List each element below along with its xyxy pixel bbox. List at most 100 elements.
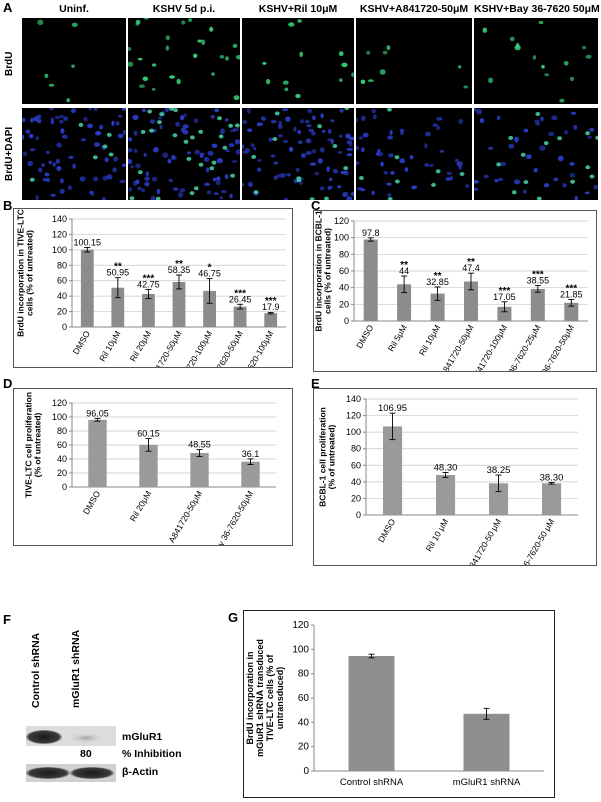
bar-1 xyxy=(111,287,125,327)
significance-1: ** xyxy=(114,262,122,273)
y-tick-label-0: 0 xyxy=(344,316,349,326)
significance-2: ** xyxy=(434,271,442,282)
chart-e: 0 20 40 60 80 100 120 140 106.95 DMSO 48.30 Ril 10 … xyxy=(317,394,578,587)
y-tick-label-6: 120 xyxy=(346,411,361,421)
y-axis-label: BCBL-1 cell proliferation(% of untreated… xyxy=(317,407,336,507)
significance-2: *** xyxy=(143,273,155,284)
category-label-3: Bay 36-7620-50 μM xyxy=(510,517,556,565)
lane-label-mglur1: mGluR1 shRNA xyxy=(70,629,82,708)
chart-d: 0 20 40 60 80 100 120 96.05 DMSO 60.15 Ril 20μM 48.… xyxy=(23,392,276,557)
panel-label-g: G xyxy=(228,610,239,625)
value-label-2: 42.75 xyxy=(137,279,160,289)
column-header-4: KSHV+Bay 36-7620 50μM xyxy=(474,3,600,15)
y-tick-label-5: 100 xyxy=(52,412,67,422)
chart-d-frame: 0 20 40 60 80 100 120 96.05 DMSO 60.15 Ril 20μM 48.… xyxy=(13,388,293,557)
significance-4: * xyxy=(208,263,212,274)
y-tick-label-3: 60 xyxy=(57,440,67,450)
y-axis-label: BrdU incorporation inmGluR1 shRNA transd… xyxy=(245,639,285,757)
micrograph-r0-c2 xyxy=(242,18,354,104)
significance-6: *** xyxy=(565,283,577,294)
y-tick-label-2: 40 xyxy=(298,717,310,728)
y-tick-label-0: 0 xyxy=(303,766,309,777)
y-tick-label-7: 140 xyxy=(346,394,361,404)
y-tick-label-4: 80 xyxy=(351,444,361,454)
y-axis-label: TIVE-LTC cell proliferation(% of untreat… xyxy=(23,392,42,498)
bar-2 xyxy=(142,294,155,327)
value-label-3: 58.35 xyxy=(168,265,191,275)
significance-3: ** xyxy=(175,259,183,270)
bar-2 xyxy=(489,483,509,515)
significance-5: *** xyxy=(532,270,544,281)
y-axis-label: BrdU incorporation in TIVE-LTCcells (% o… xyxy=(15,209,34,337)
bar-6 xyxy=(564,302,579,321)
y-tick-label-3: 60 xyxy=(57,276,67,286)
bar-0 xyxy=(363,239,378,321)
inhibition-label: % Inhibition xyxy=(122,748,182,760)
value-label-1: 48.30 xyxy=(434,462,458,473)
band-control-actin xyxy=(26,767,70,779)
bar-3 xyxy=(241,461,260,487)
y-tick-label-1: 20 xyxy=(298,742,310,753)
panel-label-d: D xyxy=(3,376,13,391)
category-label-4: A841720-100μM xyxy=(469,323,509,371)
y-tick-label-2: 40 xyxy=(339,283,349,293)
y-tick-label-3: 60 xyxy=(351,460,361,470)
y-tick-label-2: 40 xyxy=(351,477,361,487)
bar-2 xyxy=(430,293,445,321)
column-header-2: KSHV+Ril 10μM xyxy=(258,3,338,15)
y-tick-label-0: 0 xyxy=(356,510,361,520)
y-tick-label-0: 0 xyxy=(62,482,67,492)
bar-0 xyxy=(88,419,107,487)
chart-g-frame: 0 20 40 60 80 100 120 Control shRNA mGluR1 shRNA… xyxy=(243,610,555,798)
value-label-0: 106.95 xyxy=(378,403,407,414)
row-label-brdu-dapi: BrdU+DAPI xyxy=(4,126,15,181)
value-label-4: 46.75 xyxy=(198,269,221,279)
value-label-0: 96.05 xyxy=(86,408,109,418)
bar-0 xyxy=(348,656,395,771)
y-tick-label-6: 120 xyxy=(52,229,67,239)
bar-3 xyxy=(172,282,186,327)
panel-label-b: B xyxy=(3,198,13,213)
y-tick-label-5: 100 xyxy=(292,644,309,655)
category-label-0: DMSO xyxy=(376,517,398,544)
bar-1 xyxy=(463,713,510,771)
value-label-6: 17.9 xyxy=(262,302,280,312)
y-tick-label-5: 100 xyxy=(334,233,349,243)
bar-3 xyxy=(542,483,562,515)
chart-g: 0 20 40 60 80 100 120 Control shRNA mGluR1 shRNA… xyxy=(245,620,544,788)
value-label-1: 50.95 xyxy=(107,268,130,278)
row-label-brdu: BrdU xyxy=(4,51,15,76)
category-label-0: DMSO xyxy=(354,323,376,350)
value-label-6: 21.85 xyxy=(560,289,583,299)
value-label-3: 47.4 xyxy=(462,263,480,273)
bar-1 xyxy=(397,284,412,321)
bar-1 xyxy=(139,444,158,487)
chart-c-frame: 0 20 40 60 80 100 120 97.8 DMSO 44 ** Ril 5μM 32.85 *… xyxy=(313,210,597,391)
y-axis-label: BrdU incorporation in BCBL-1cells (% of … xyxy=(314,211,333,332)
bar-3 xyxy=(464,281,478,321)
y-tick-label-2: 40 xyxy=(57,291,67,301)
y-tick-label-3: 60 xyxy=(339,266,349,276)
bar-5 xyxy=(233,306,247,327)
lane-label-control: Control shRNA xyxy=(30,632,42,708)
value-label-0: 97.8 xyxy=(362,228,380,238)
y-tick-label-4: 80 xyxy=(298,669,310,680)
category-label-2: Ril 10μM xyxy=(417,323,443,357)
significance-3: ** xyxy=(467,257,475,268)
y-tick-label-4: 80 xyxy=(57,426,67,436)
micrograph-r0-c0 xyxy=(22,18,126,104)
value-label-2: 48.55 xyxy=(188,440,211,450)
micrograph-r0-c1 xyxy=(128,18,240,104)
category-label-2: A841720-50μM xyxy=(166,489,204,544)
band-control-mglur1 xyxy=(26,730,62,744)
column-header-0: Uninf. xyxy=(59,3,89,15)
bar-1 xyxy=(436,475,456,515)
panel-label-e: E xyxy=(311,376,320,391)
panel-label-f: F xyxy=(3,612,11,627)
category-label-1: Ril 10 μM xyxy=(424,517,451,553)
significance-6: *** xyxy=(265,296,277,307)
micrograph-r1-c1 xyxy=(128,108,240,200)
micrograph-r1-c0 xyxy=(22,108,126,200)
